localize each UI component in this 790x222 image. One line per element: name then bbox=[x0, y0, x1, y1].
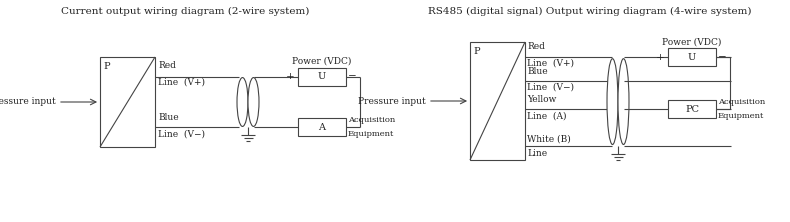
Text: U: U bbox=[318, 72, 326, 81]
Text: Pressure input: Pressure input bbox=[358, 97, 426, 105]
Text: Pressure input: Pressure input bbox=[0, 97, 56, 107]
Text: Line: Line bbox=[527, 149, 547, 158]
Text: −: − bbox=[348, 72, 357, 81]
Text: Power (VDC): Power (VDC) bbox=[292, 57, 352, 66]
Text: Power (VDC): Power (VDC) bbox=[662, 37, 722, 46]
Text: PC: PC bbox=[685, 105, 699, 114]
Text: Equipment: Equipment bbox=[718, 112, 765, 120]
Bar bbox=[298, 118, 346, 136]
Bar bbox=[100, 57, 155, 147]
Ellipse shape bbox=[237, 77, 248, 127]
Text: RS485 (digital signal) Output wiring diagram (4-wire system): RS485 (digital signal) Output wiring dia… bbox=[428, 7, 752, 16]
Bar bbox=[668, 100, 716, 118]
Text: Acquisition: Acquisition bbox=[348, 116, 395, 124]
Text: Line  (V+): Line (V+) bbox=[527, 58, 574, 67]
Text: A: A bbox=[318, 123, 325, 132]
Text: White (B): White (B) bbox=[527, 135, 570, 144]
Text: −: − bbox=[718, 53, 727, 62]
Ellipse shape bbox=[248, 77, 259, 127]
Ellipse shape bbox=[618, 59, 629, 145]
Bar bbox=[668, 48, 716, 66]
Text: +: + bbox=[656, 53, 665, 62]
Text: Line  (A): Line (A) bbox=[527, 111, 566, 120]
Text: P: P bbox=[103, 62, 110, 71]
Text: Red: Red bbox=[158, 61, 176, 70]
Text: Current output wiring diagram (2-wire system): Current output wiring diagram (2-wire sy… bbox=[61, 7, 309, 16]
Ellipse shape bbox=[607, 59, 618, 145]
Bar bbox=[470, 42, 525, 160]
Text: Equipment: Equipment bbox=[348, 130, 394, 138]
Text: Line  (V+): Line (V+) bbox=[158, 78, 205, 87]
Text: U: U bbox=[688, 53, 696, 62]
Text: Blue: Blue bbox=[527, 67, 547, 76]
Text: Line  (V−): Line (V−) bbox=[158, 129, 205, 138]
Text: Line  (V−): Line (V−) bbox=[527, 83, 574, 92]
Text: Yellow: Yellow bbox=[527, 95, 556, 104]
Text: Blue: Blue bbox=[158, 113, 179, 122]
Text: Acquisition: Acquisition bbox=[718, 98, 766, 106]
Text: P: P bbox=[473, 47, 480, 56]
Text: +: + bbox=[286, 72, 295, 81]
Bar bbox=[298, 68, 346, 86]
Text: Red: Red bbox=[527, 42, 545, 51]
